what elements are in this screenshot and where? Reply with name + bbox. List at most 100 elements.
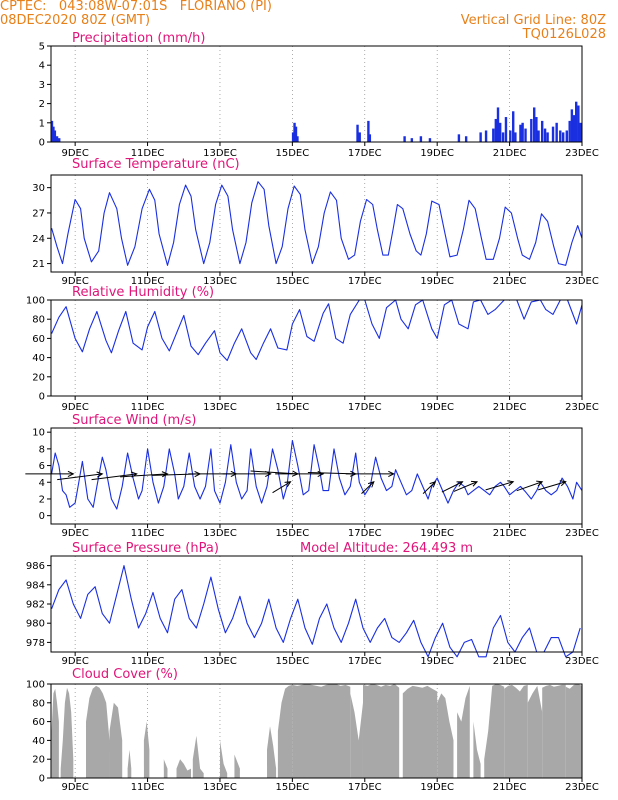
x-tick-label: 19DEC <box>420 402 454 413</box>
wind-vector-head <box>161 471 169 478</box>
x-tick-label: 11DEC <box>131 402 165 413</box>
x-tick-label: 21DEC <box>493 782 527 793</box>
wind-vector-head <box>367 480 375 488</box>
wind-vector-head <box>284 481 292 488</box>
x-tick-label: 17DEC <box>348 276 382 287</box>
precip-bar <box>501 132 505 142</box>
x-tick-label: 11DEC <box>131 276 165 287</box>
y-tick-label: 40 <box>32 736 45 747</box>
x-tick-label: 9DEC <box>61 402 88 413</box>
y-tick-label: 2 <box>39 494 45 505</box>
y-tick-label: 24 <box>32 234 45 245</box>
y-tick-label: 30 <box>32 183 45 194</box>
precip-bar <box>294 126 298 142</box>
precip-bar <box>570 109 574 142</box>
precip-bar <box>537 130 540 142</box>
panel-frame <box>50 299 583 397</box>
wind-vector-head <box>429 480 437 488</box>
y-tick-label: 100 <box>26 680 45 691</box>
precip-bar <box>484 130 488 142</box>
cloud-cover-area <box>484 684 505 778</box>
precip-bar <box>546 132 549 142</box>
cloud-cover-area <box>402 685 438 778</box>
panel-frame <box>50 555 583 653</box>
cloud-cover-area <box>127 749 132 778</box>
header-grid-note: Vertical Grid Line: 80Z <box>460 13 606 28</box>
cloud-cover-area <box>527 685 543 778</box>
y-tick-label: 1 <box>39 118 45 129</box>
precip-bar <box>358 132 361 142</box>
y-tick-label: 980 <box>26 619 45 630</box>
precip-bar <box>555 122 558 142</box>
x-tick-label: 19DEC <box>420 276 454 287</box>
x-tick-label: 21DEC <box>493 656 527 667</box>
wind-vector <box>441 481 463 493</box>
wind-vector <box>537 481 566 491</box>
y-tick-label: 20 <box>32 372 45 383</box>
cloud-cover-area <box>277 684 293 778</box>
wind-vector <box>422 481 436 494</box>
panel-1: 0 1 2 3 4 5 9DEC 11DEC 13DEC 15DEC 17DEC 19DEC 21DEC… <box>39 31 599 159</box>
x-tick-label: 9DEC <box>61 276 88 287</box>
panel-frame <box>50 683 583 779</box>
y-tick-label: 3 <box>39 80 45 91</box>
panel-3: 0 20 40 60 80 100 9DEC 11DEC 13DEC 15DEC 17DEC 19DE… <box>26 285 599 413</box>
cloud-cover-area <box>362 684 400 778</box>
y-tick-label: 8 <box>39 444 45 455</box>
x-tick-label: 17DEC <box>348 148 382 159</box>
precip-bar <box>464 136 468 142</box>
series-line <box>51 565 581 658</box>
precip-bar <box>535 117 538 142</box>
precip-bar <box>293 122 296 142</box>
precip-bar <box>367 120 370 142</box>
wind-vector-head <box>388 470 395 477</box>
precip-bar <box>514 132 517 142</box>
y-tick-label: 4 <box>39 478 45 489</box>
header-run-id: TQ0126L028 <box>522 27 606 42</box>
y-tick-label: 80 <box>32 698 45 709</box>
precip-bar <box>53 130 57 142</box>
y-tick-label: 6 <box>39 461 45 472</box>
x-tick-label: 13DEC <box>203 276 237 287</box>
cloud-cover-area <box>473 721 481 778</box>
x-tick-label: 19DEC <box>420 148 454 159</box>
panel-title: Cloud Cover (%) <box>72 667 178 682</box>
x-tick-label: 15DEC <box>276 276 310 287</box>
panel-2: 21 24 27 30 9DEC 11DEC 13DEC 15DEC 17DEC 19DEC 21D… <box>32 157 599 287</box>
panel-frame <box>50 45 583 143</box>
precip-bar <box>565 130 568 142</box>
wind-vector-head <box>317 470 325 477</box>
precip-bar <box>509 130 512 142</box>
precip-bar <box>533 107 536 142</box>
cloud-cover-area <box>143 721 150 778</box>
precip-bar <box>559 130 562 142</box>
y-tick-label: 80 <box>32 315 45 326</box>
precip-bar <box>498 122 502 142</box>
panel-title: Precipitation (mm/h) <box>72 31 205 46</box>
precip-bar <box>521 122 524 142</box>
panel-frame <box>50 174 583 273</box>
precip-bar <box>419 136 423 142</box>
precip-bar <box>52 126 55 142</box>
x-tick-label: 15DEC <box>276 402 310 413</box>
y-tick-label: 27 <box>32 208 45 219</box>
precip-bar <box>356 124 359 142</box>
x-tick-label: 15DEC <box>276 782 310 793</box>
precip-bar <box>543 128 547 142</box>
x-tick-label: 21DEC <box>493 402 527 413</box>
precip-bar <box>291 132 295 142</box>
x-tick-label: 15DEC <box>276 656 310 667</box>
wind-vector <box>272 481 291 494</box>
precip-bar <box>579 122 582 142</box>
x-tick-label: 17DEC <box>348 656 382 667</box>
panel-annotation: Model Altitude: 264.493 m <box>300 541 473 556</box>
x-tick-label: 11DEC <box>131 528 165 539</box>
x-tick-label: 19DEC <box>420 528 454 539</box>
precip-bar <box>530 118 533 142</box>
precip-bar <box>524 128 527 142</box>
series-line <box>51 181 583 266</box>
x-tick-label: 13DEC <box>203 402 237 413</box>
x-tick-label: 9DEC <box>61 528 88 539</box>
x-tick-label: 11DEC <box>131 148 165 159</box>
cloud-cover-area <box>267 726 277 778</box>
